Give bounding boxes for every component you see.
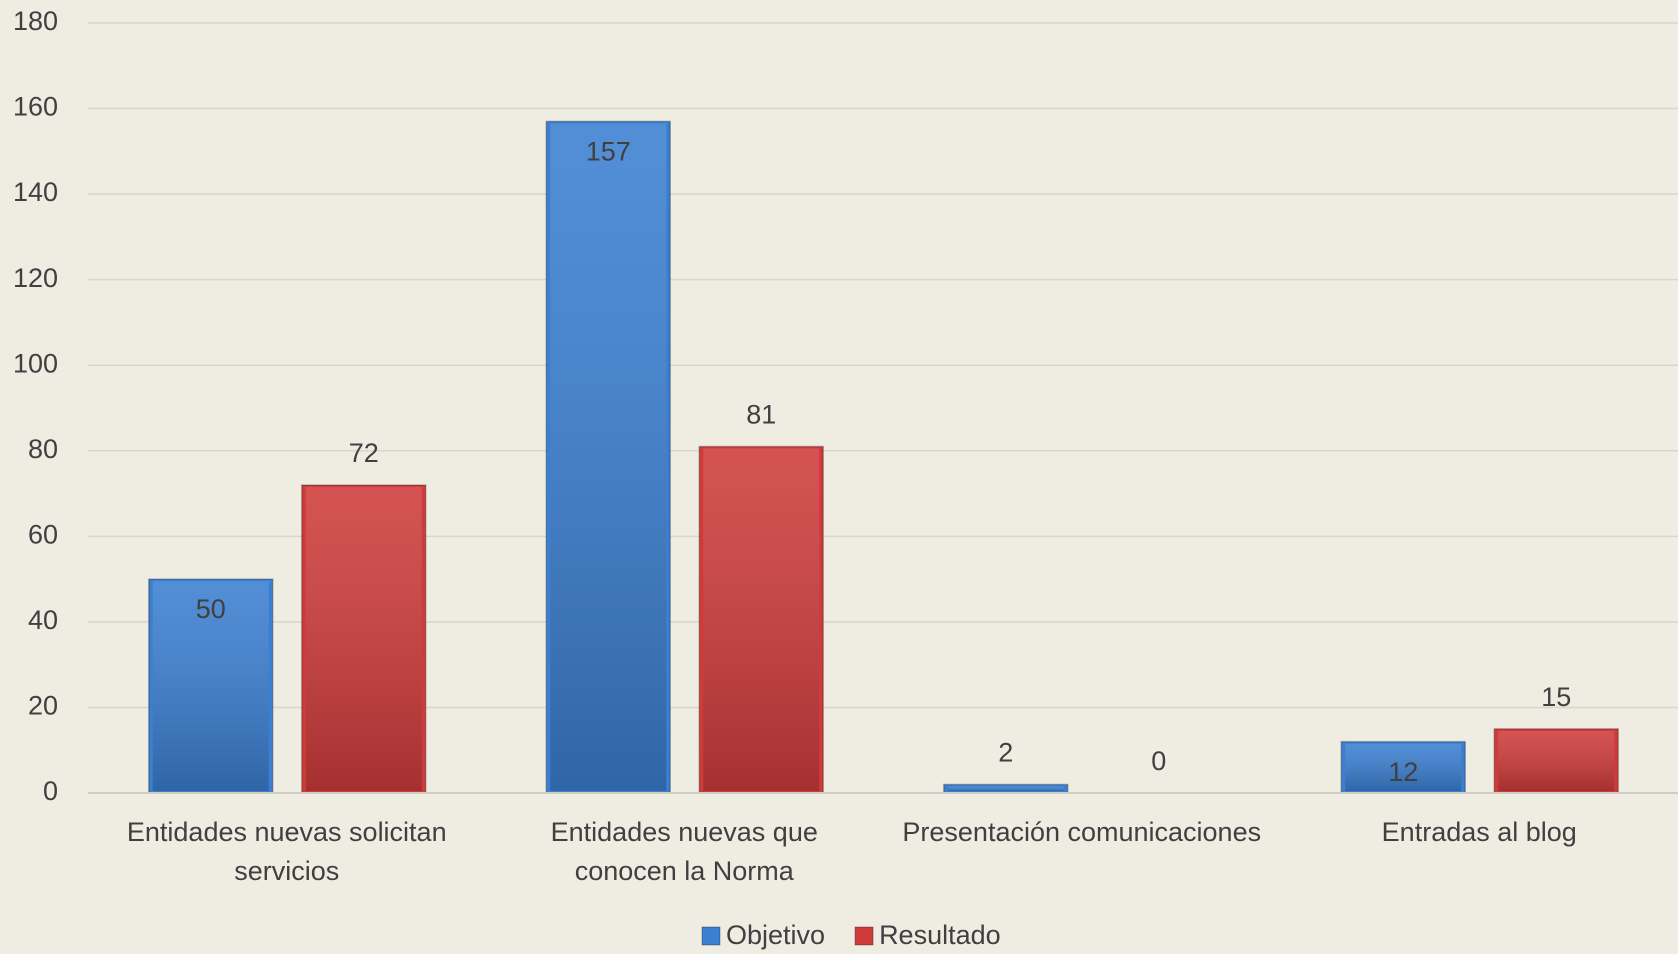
y-tick-label: 120 [13, 263, 58, 293]
y-tick-label: 140 [13, 177, 58, 207]
bar-shine [305, 487, 422, 791]
x-tick-label: Entidades nuevas solicitan servicios [127, 817, 447, 886]
bar-shine [550, 123, 667, 791]
y-tick-label: 160 [13, 92, 58, 122]
label-line: conocen la Norma [575, 856, 795, 886]
bar-shine [703, 448, 820, 791]
label-line: Entidades nuevas solicitan [127, 817, 447, 847]
legend-swatch [854, 926, 874, 946]
label-line: servicios [234, 856, 339, 886]
y-tick-label: 0 [43, 776, 58, 806]
data-label: 50 [196, 594, 226, 624]
x-tick-label: Entidades nuevas que conocen la Norma [551, 817, 818, 886]
y-tick-label: 40 [28, 605, 58, 635]
data-label: 12 [1388, 757, 1418, 787]
y-tick-label: 100 [13, 348, 58, 378]
data-label: 0 [1151, 746, 1166, 776]
legend-label: Objetivo [726, 920, 825, 950]
bar-shine [947, 786, 1064, 791]
label-line: Presentación comunicaciones [902, 817, 1261, 847]
data-label: 15 [1541, 682, 1571, 712]
bar-shine [152, 581, 269, 791]
y-tick-label: 180 [13, 6, 58, 36]
y-tick-label: 20 [28, 691, 58, 721]
bar-shine [1498, 730, 1615, 791]
label-line: Entidades nuevas que [551, 817, 818, 847]
x-tick-label: Entradas al blog [1382, 817, 1577, 847]
data-label: 157 [586, 137, 631, 167]
legend-label: Resultado [879, 920, 1001, 950]
data-label: 81 [746, 400, 776, 430]
data-label: 2 [998, 738, 1013, 768]
y-tick-label: 60 [28, 519, 58, 549]
x-tick-label: Presentación comunicaciones [902, 817, 1261, 847]
data-label: 72 [349, 438, 379, 468]
bar-shine [1345, 743, 1462, 791]
legend-swatch [701, 926, 721, 946]
y-tick-label: 80 [28, 434, 58, 464]
label-line: Entradas al blog [1382, 817, 1577, 847]
